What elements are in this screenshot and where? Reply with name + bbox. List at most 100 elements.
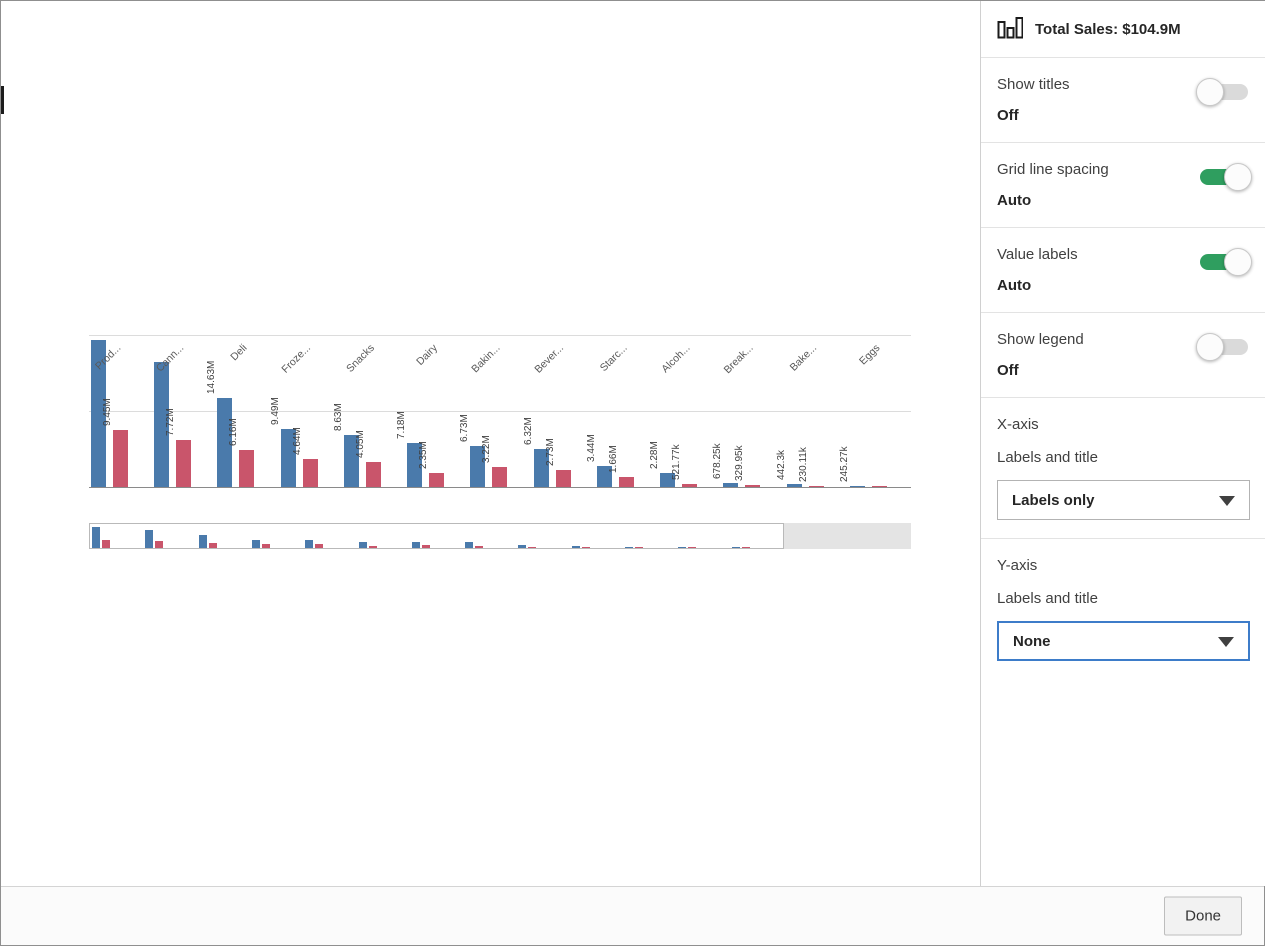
mini-bar — [358, 541, 367, 548]
bar-measure-2-1[interactable] — [113, 429, 128, 487]
value-label: 20.52M — [143, 375, 155, 410]
bar-measure-2-7[interactable] — [492, 467, 508, 487]
show-titles-toggle[interactable] — [1196, 78, 1252, 106]
minimap-outside-area — [784, 523, 911, 549]
show-legend-toggle[interactable] — [1196, 333, 1252, 361]
value-label: 1.66M — [607, 445, 619, 473]
toggle-knob[interactable] — [1196, 333, 1224, 361]
value-label: 9.49M — [269, 397, 281, 426]
x-axis-tick-label: Alcoh... — [659, 342, 693, 376]
mini-bar — [571, 546, 580, 548]
value-label: 4.64M — [291, 427, 303, 455]
bar-measure-1-4[interactable] — [280, 429, 296, 487]
mini-bar — [208, 542, 217, 548]
bar-measure-2-5[interactable] — [365, 462, 381, 487]
section-x-axis: X-axis Labels and title Labels only — [981, 398, 1265, 539]
x-axis-tick-label: Deli — [228, 342, 250, 364]
value-label: 2.28M — [649, 441, 661, 470]
bar-measure-2-4[interactable] — [302, 458, 318, 487]
mini-bar — [741, 547, 750, 548]
x-axis-label: X-axis — [997, 416, 1039, 433]
x-axis-tick-label: Froze... — [279, 342, 314, 376]
bar-measure-2-11[interactable] — [745, 485, 761, 487]
mini-bar — [92, 526, 100, 548]
bar-measure-1-13[interactable] — [849, 485, 865, 487]
bar-chart-icon — [997, 15, 1024, 44]
bar-measure-1-9[interactable] — [596, 466, 612, 487]
value-label: 3.22M — [481, 435, 493, 464]
bar-measure-1-6[interactable] — [407, 443, 423, 487]
done-button[interactable]: Done — [1164, 896, 1242, 936]
x-axis-dropdown-value: Labels only — [1012, 491, 1095, 509]
x-axis-tick-label: Bever... — [532, 342, 567, 376]
mini-bar — [635, 547, 644, 548]
mini-bar — [261, 543, 270, 548]
x-axis-tick-label: Dairy — [413, 342, 440, 368]
value-label: 7.72M — [165, 408, 177, 437]
section-value-labels: Value labels Auto — [981, 228, 1265, 313]
value-labels-toggle[interactable] — [1196, 248, 1252, 276]
x-axis-line — [89, 487, 911, 488]
toggle-knob[interactable] — [1224, 248, 1252, 276]
left-edge-mark — [1, 86, 4, 114]
mini-bar — [581, 547, 590, 548]
mini-bar — [251, 539, 260, 548]
bar-measure-2-3[interactable] — [239, 449, 255, 487]
bar-measure-1-1[interactable] — [91, 340, 106, 487]
bar-measure-1-5[interactable] — [343, 434, 359, 487]
mini-bar — [475, 545, 484, 548]
chart-minimap-scrollbar[interactable] — [89, 523, 911, 549]
bar-measure-2-10[interactable] — [682, 483, 698, 487]
bar-measure-2-6[interactable] — [429, 472, 445, 487]
value-label: 7.18M — [396, 411, 408, 440]
value-label: 6.32M — [522, 416, 534, 445]
bar-measure-1-3[interactable] — [217, 398, 233, 487]
bar-measure-2-2[interactable] — [176, 440, 192, 487]
y-axis-dropdown[interactable]: None — [997, 621, 1250, 661]
bar-measure-2-13[interactable] — [871, 486, 887, 487]
bar-measure-1-10[interactable] — [660, 473, 676, 487]
x-axis-tick-label: Eggs — [856, 342, 883, 368]
x-axis-tick-label: Starc... — [597, 342, 630, 375]
show-titles-label: Show titles — [997, 76, 1070, 93]
bar-measure-2-12[interactable] — [808, 485, 824, 487]
bar-measure-2-9[interactable] — [618, 476, 634, 487]
mini-bar — [315, 544, 324, 548]
mini-bar — [411, 542, 420, 548]
mini-bar — [518, 544, 527, 548]
value-label: 24.18M — [80, 353, 91, 387]
bar-measure-1-2[interactable] — [154, 362, 170, 487]
grid-line-spacing-toggle[interactable] — [1196, 163, 1252, 191]
panel-title: Total Sales: $104.9M — [1035, 20, 1181, 38]
mini-bar — [528, 546, 537, 548]
mini-bar — [102, 539, 110, 548]
bar-measure-1-11[interactable] — [723, 482, 739, 487]
y-axis-label: Y-axis — [997, 557, 1038, 574]
bar-measure-1-12[interactable] — [786, 484, 802, 487]
x-axis-tick-label: Cann... — [154, 342, 187, 375]
bar-measure-1-7[interactable] — [470, 446, 486, 487]
toggle-knob[interactable] — [1196, 78, 1224, 106]
minimap-view-window[interactable] — [89, 523, 784, 549]
y-axis-sublabel: Labels and title — [997, 590, 1098, 607]
value-label: 329.95k — [734, 445, 746, 481]
x-axis-tick-label: Snacks — [343, 342, 377, 375]
toggle-knob[interactable] — [1224, 163, 1252, 191]
gridline — [89, 335, 911, 336]
mini-bar — [145, 529, 154, 548]
value-label: 2.73M — [544, 438, 556, 467]
chevron-down-icon — [1219, 496, 1235, 506]
section-show-titles: Show titles Off — [981, 58, 1265, 143]
value-label: 6.16M — [228, 417, 240, 446]
chart-canvas-area: 24.18M 9.45M Prod... 20.52M 7.72M Cann... 14.6… — [1, 1, 980, 886]
x-axis-tick-label: Bake... — [787, 342, 820, 374]
bar-measure-1-8[interactable] — [533, 448, 549, 487]
mini-bar — [688, 547, 697, 548]
bar-measure-2-8[interactable] — [555, 470, 571, 487]
x-axis-dropdown[interactable]: Labels only — [997, 480, 1250, 520]
properties-panel: Total Sales: $104.9M Show titles Off Gri… — [980, 1, 1265, 886]
value-label: 4.05M — [354, 430, 366, 459]
mini-bar — [305, 540, 314, 548]
mini-bar — [731, 547, 740, 548]
